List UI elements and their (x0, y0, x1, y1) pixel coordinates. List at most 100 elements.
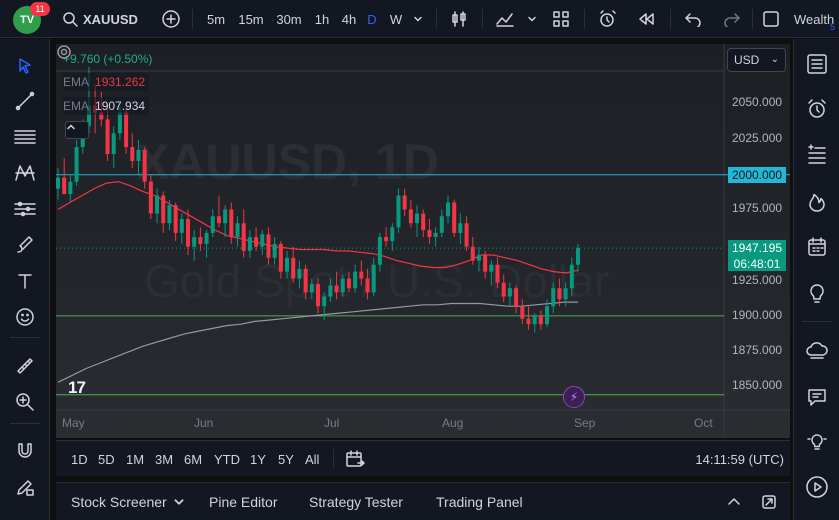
cloud-chat-icon (806, 342, 828, 359)
range-1m[interactable]: 1M (126, 451, 145, 467)
interval-5m[interactable]: 5m (206, 11, 226, 27)
stream-button[interactable] (801, 472, 833, 502)
tab-trading-panel[interactable]: Trading Panel (436, 494, 523, 510)
candle-body (526, 318, 531, 325)
ideas-button[interactable] (801, 279, 833, 309)
candle-up (507, 282, 512, 307)
ema-fast-legend[interactable]: EMA 1931.262 (63, 73, 150, 91)
interval-30m[interactable]: 30m (276, 11, 302, 27)
candle-down (315, 278, 321, 314)
news-button[interactable] (801, 335, 833, 365)
candle-body (130, 147, 135, 161)
settings-icon[interactable] (56, 44, 72, 60)
interval-4h[interactable]: 4h (341, 11, 357, 27)
emoji-tool[interactable] (9, 302, 41, 332)
candle-body (464, 223, 469, 247)
candle-body (551, 288, 556, 307)
zoom-tool[interactable] (9, 387, 41, 417)
interval-d[interactable]: D (367, 11, 377, 27)
chats-button[interactable] (801, 382, 833, 412)
interval-1h[interactable]: 1h (314, 11, 330, 27)
candle-up (247, 230, 252, 258)
range-5d[interactable]: 5D (98, 451, 115, 467)
range-all[interactable]: All (305, 451, 320, 467)
magnet-tool[interactable] (9, 436, 41, 466)
tab-stock-screener[interactable]: Stock Screener (71, 483, 185, 520)
event-marker-icon[interactable]: ⚡ (563, 386, 585, 408)
range-1y[interactable]: 1Y (250, 451, 266, 467)
layouts-button[interactable] (548, 0, 574, 38)
alert-button[interactable] (594, 0, 622, 38)
calendar-arrow-icon (346, 450, 365, 467)
tab-pine-editor[interactable]: Pine Editor (209, 494, 278, 510)
candle-body (117, 112, 122, 134)
candle-down (278, 241, 283, 279)
indicators-dropdown[interactable] (524, 0, 540, 38)
chart-pane[interactable]: XAUUSD, 1D Gold Spot / U.S. Dollar +9.76… (56, 44, 790, 438)
ruler-tool[interactable] (9, 351, 41, 381)
tab-strategy-tester[interactable]: Strategy Tester (309, 494, 403, 510)
fib-tool[interactable] (9, 122, 41, 152)
candle-body (266, 234, 271, 258)
replay-button[interactable] (632, 0, 660, 38)
interval-15m[interactable]: 15m (238, 11, 264, 27)
candle-down (495, 257, 500, 289)
top-toolbar: TV 11 XAUUSD 5m 15m 30m 1h 4h D W (0, 0, 839, 38)
pattern-tool[interactable] (9, 158, 41, 188)
range-3m[interactable]: 3M (155, 451, 174, 467)
chart-type-button[interactable] (446, 0, 472, 38)
text-tool[interactable] (9, 266, 41, 296)
range-1d[interactable]: 1D (71, 451, 88, 467)
chevron-down-icon: ⌄ (770, 54, 779, 65)
interval-dropdown[interactable] (410, 0, 426, 38)
undo-button[interactable] (680, 0, 706, 38)
candle-body (520, 306, 525, 319)
notifications-button[interactable] (801, 427, 833, 457)
candle-down (359, 260, 364, 286)
interval-w[interactable]: W (389, 11, 403, 27)
range-ytd[interactable]: YTD (214, 451, 240, 467)
candle-down (241, 209, 246, 258)
candle-body (124, 112, 129, 148)
watchlist-name-button[interactable]: Wealth (794, 0, 839, 38)
calendar-button[interactable] (801, 232, 833, 262)
currency-select[interactable]: USD ⌄ (727, 48, 786, 72)
candle-body (111, 133, 116, 155)
range-6m[interactable]: 6M (184, 451, 203, 467)
price-tick: 1925.000 (732, 273, 783, 287)
date-range-bar: 1D 5D 1M 3M 6M YTD 1Y 5Y All 14:11:59 (U… (56, 440, 790, 476)
goto-date-button[interactable] (345, 441, 365, 477)
collapse-legend-button[interactable] (65, 121, 89, 139)
compare-button[interactable] (158, 0, 184, 38)
alerts-button[interactable] (801, 94, 833, 124)
price-chart[interactable]: XAUUSD, 1D Gold Spot / U.S. Dollar (56, 44, 790, 438)
hotlists-button[interactable] (801, 187, 833, 217)
candle-body (136, 149, 141, 161)
time-label: Sep (574, 416, 596, 430)
indicators-button[interactable] (491, 0, 519, 38)
candle-down (130, 133, 135, 168)
expand-panel-button[interactable] (726, 483, 742, 520)
candle-body (229, 209, 234, 238)
price-tick: 1975.000 (732, 201, 783, 215)
timezone-clock[interactable]: 14:11:59 (UTC) (695, 451, 784, 467)
notification-badge: 11 (30, 2, 50, 16)
candle-body (458, 223, 463, 233)
candle-up (569, 257, 574, 297)
watchlist-button[interactable] (801, 49, 833, 79)
ema-slow-legend[interactable]: EMA 1907.934 (63, 97, 150, 115)
range-5y[interactable]: 5Y (278, 451, 294, 467)
forecasting-tool[interactable] (9, 194, 41, 224)
trend-line-tool[interactable] (9, 86, 41, 116)
brush-tool[interactable] (9, 230, 41, 260)
candle-body (353, 271, 358, 289)
fullscreen-button[interactable] (758, 0, 784, 38)
candle-down (334, 271, 339, 300)
lock-drawings-tool[interactable] (9, 472, 41, 502)
data-window-button[interactable] (801, 139, 833, 169)
cursor-tool[interactable] (9, 51, 41, 81)
candle-up (532, 313, 537, 333)
redo-button[interactable] (719, 0, 745, 38)
maximize-panel-button[interactable] (761, 483, 777, 520)
symbol-search-button[interactable]: XAUUSD (62, 0, 142, 38)
